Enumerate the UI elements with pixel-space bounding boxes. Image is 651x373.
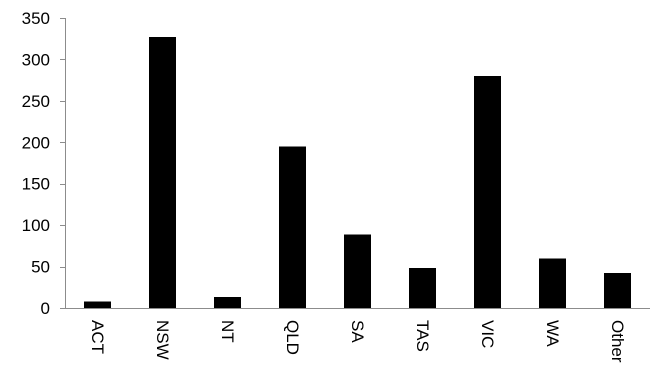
bar-nt xyxy=(214,297,241,308)
bar-vic xyxy=(474,76,501,308)
x-tick-label-tas: TAS xyxy=(413,320,432,352)
bar-sa xyxy=(344,234,371,308)
x-axis-ticks: ACT NSW NT QLD SA TAS VIC WA Other xyxy=(88,320,627,363)
bar-tas xyxy=(409,268,436,308)
y-axis-ticks: 0 50 100 150 200 250 300 350 xyxy=(22,9,65,318)
x-tick-label-other: Other xyxy=(608,320,627,363)
bar-series xyxy=(84,37,631,308)
x-tick-label-nt: NT xyxy=(218,320,237,343)
x-tick-label-vic: VIC xyxy=(478,320,497,348)
y-tick-label: 50 xyxy=(31,258,50,277)
bar-nsw xyxy=(149,37,176,308)
x-tick-label-nsw: NSW xyxy=(153,320,172,360)
bar-act xyxy=(84,301,111,308)
y-tick-label: 250 xyxy=(22,92,50,111)
bar-wa xyxy=(539,258,566,308)
x-tick-label-act: ACT xyxy=(88,320,107,354)
x-tick-label-qld: QLD xyxy=(283,320,302,355)
bar-qld xyxy=(279,146,306,308)
y-tick-label: 200 xyxy=(22,133,50,152)
y-tick-label: 100 xyxy=(22,216,50,235)
bar-other xyxy=(604,273,631,308)
x-tick-label-wa: WA xyxy=(543,320,562,347)
x-tick-label-sa: SA xyxy=(348,320,367,343)
y-tick-label: 150 xyxy=(22,175,50,194)
y-tick-label: 0 xyxy=(41,299,50,318)
y-tick-label: 350 xyxy=(22,9,50,28)
y-tick-label: 300 xyxy=(22,50,50,69)
